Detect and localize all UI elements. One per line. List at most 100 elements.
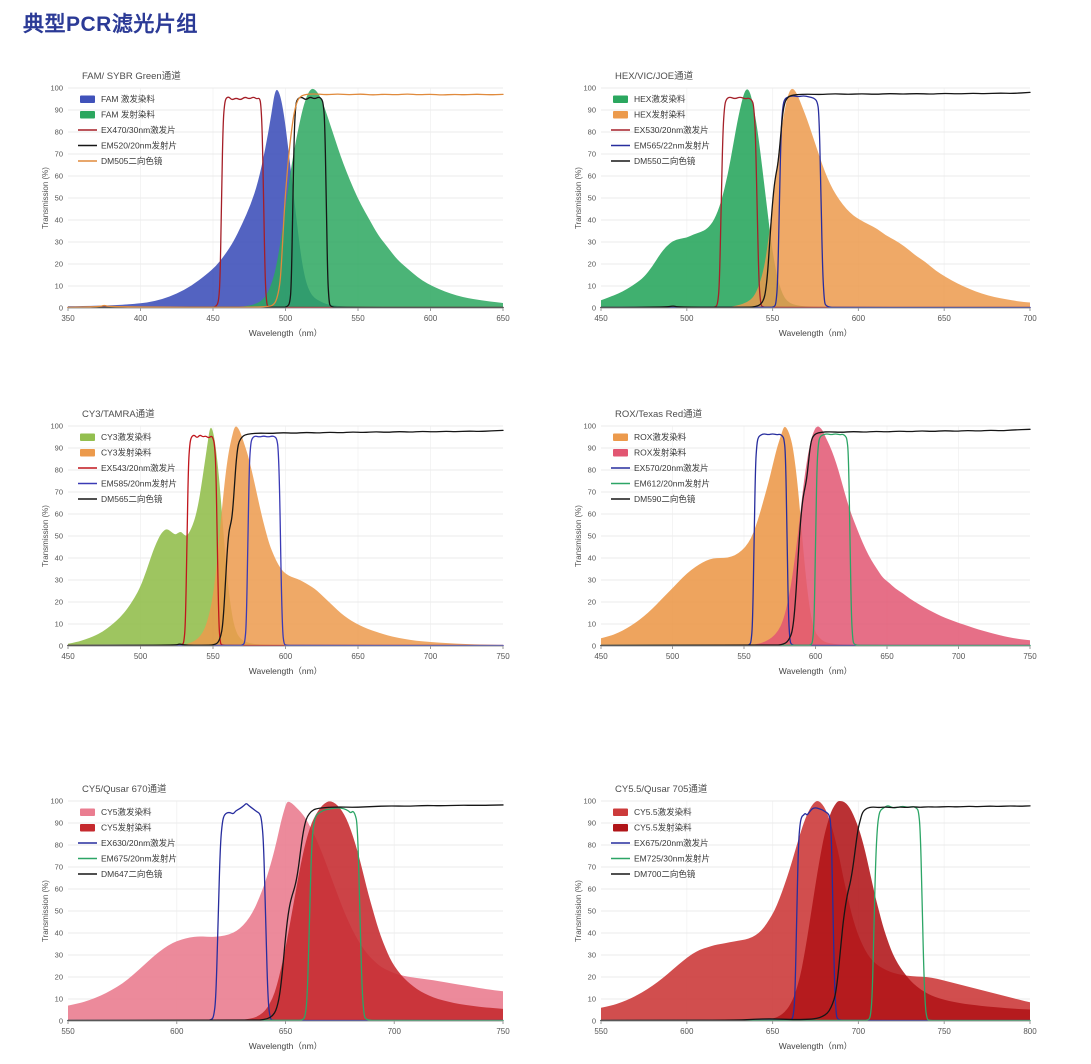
x-tick-label: 750 — [496, 1027, 510, 1036]
x-tick-label: 600 — [424, 314, 438, 323]
legend-label: DM550二向色镜 — [634, 156, 696, 166]
legend-label: DM505二向色镜 — [101, 156, 163, 166]
legend-swatch — [80, 808, 95, 816]
x-tick-label: 500 — [666, 652, 680, 661]
y-tick-label: 70 — [588, 488, 596, 497]
y-tick-label: 50 — [588, 194, 596, 203]
x-tick-label: 650 — [279, 1027, 293, 1036]
chart-canvas: 450 500 550 600 650 700 750 Wavelength（nm） 0 10 20… — [41, 408, 510, 676]
y-tick-label: 60 — [55, 885, 63, 894]
y-tick-label: 80 — [55, 466, 63, 475]
series-area-0 — [601, 426, 1030, 646]
chart-canvas: 350 400 450 500 550 600 650 Wavelength（nm） 0 10 20… — [41, 70, 510, 338]
series-line-3 — [67, 807, 504, 1022]
legend: CY3激发染料 CY3发射染料 EX543/20nm激发片 EM585/20nm发射片… — [78, 432, 177, 504]
y-tick-label: 20 — [588, 973, 596, 982]
legend-label: EX570/20nm激发片 — [634, 463, 709, 473]
y-tick-label: 70 — [55, 150, 63, 159]
chart-title: CY5.5/Qusar 705通道 — [615, 783, 708, 795]
y-axis: 0 10 20 30 40 50 60 70 80 90 100 Transmission (%) — [574, 84, 596, 313]
x-axis: 450 500 550 600 650 700 750 Wavelength（nm） — [61, 645, 510, 676]
legend-item-1: HEX发射染料 — [613, 110, 686, 120]
series-area-1 — [184, 426, 503, 646]
legend-item-0: CY3激发染料 — [80, 432, 152, 442]
y-tick-label: 100 — [50, 797, 63, 806]
x-tick-label: 500 — [134, 652, 148, 661]
x-tick-label: 450 — [61, 652, 75, 661]
legend-item-4: DM700二向色镜 — [611, 869, 696, 879]
y-tick-label: 80 — [588, 128, 596, 137]
legend-label: ROX发射染料 — [634, 448, 687, 458]
x-axis: 350 400 450 500 550 600 650 Wavelength（nm） — [61, 307, 510, 338]
y-tick-label: 0 — [59, 304, 63, 313]
y-tick-label: 90 — [588, 444, 596, 453]
legend-item-2: EX470/30nm激发片 — [78, 125, 176, 135]
x-tick-label: 450 — [594, 652, 608, 661]
series-area-1 — [764, 801, 1030, 1021]
legend-item-4: DM550二向色镜 — [611, 156, 696, 166]
y-tick-label: 80 — [588, 841, 596, 850]
series-line-4 — [600, 428, 1031, 647]
legend-item-1: CY5发射染料 — [80, 823, 152, 833]
legend-item-0: CY5.5激发染料 — [613, 807, 692, 817]
x-axis-title: Wavelength（nm） — [779, 1041, 852, 1051]
legend-item-1: FAM 发射染料 — [80, 110, 155, 120]
series-line-3 — [67, 96, 504, 309]
x-tick-label: 550 — [351, 314, 365, 323]
y-axis: 0 10 20 30 40 50 60 70 80 90 100 Transmission (%) — [574, 797, 596, 1026]
y-tick-label: 90 — [55, 819, 63, 828]
legend-item-3: EM612/20nm发射片 — [611, 479, 710, 489]
series-line-4 — [600, 805, 1031, 1022]
legend-label: EM585/20nm发射片 — [101, 479, 177, 489]
x-tick-label: 650 — [496, 314, 510, 323]
legend-label: CY5发射染料 — [101, 823, 152, 833]
y-tick-label: 90 — [55, 444, 63, 453]
legend-swatch — [613, 824, 628, 832]
x-tick-label: 800 — [1023, 1027, 1037, 1036]
y-tick-label: 0 — [592, 1017, 596, 1026]
legend-label: FAM 发射染料 — [101, 110, 155, 120]
legend: CY5激发染料 CY5发射染料 EX630/20nm激发片 EM675/20nm发射片… — [78, 807, 177, 879]
x-tick-label: 550 — [206, 652, 220, 661]
legend-item-4: DM505二向色镜 — [78, 156, 163, 166]
x-axis-title: Wavelength（nm） — [249, 328, 322, 338]
y-tick-label: 90 — [55, 106, 63, 115]
x-tick-label: 500 — [279, 314, 293, 323]
x-tick-label: 700 — [1023, 314, 1037, 323]
y-axis-title: Transmission (%) — [574, 880, 583, 942]
y-tick-label: 50 — [588, 907, 596, 916]
legend-label: EM565/22nm发射片 — [634, 141, 710, 151]
x-tick-label: 650 — [351, 652, 365, 661]
legend-item-3: EM585/20nm发射片 — [78, 479, 177, 489]
series-line-4 — [67, 804, 504, 1022]
legend-label: EM612/20nm发射片 — [634, 479, 710, 489]
legend-label: CY3激发染料 — [101, 432, 152, 442]
legend-swatch — [80, 433, 95, 441]
legend-item-2: EX530/20nm激发片 — [611, 125, 709, 135]
legend-item-3: EM565/22nm发射片 — [611, 141, 710, 151]
x-axis-title: Wavelength（nm） — [249, 666, 322, 676]
y-tick-label: 40 — [55, 554, 63, 563]
y-tick-label: 70 — [588, 150, 596, 159]
x-tick-label: 550 — [766, 314, 780, 323]
y-tick-label: 50 — [588, 532, 596, 541]
legend-swatch — [613, 433, 628, 441]
legend-item-4: DM647二向色镜 — [78, 869, 163, 879]
x-tick-label: 650 — [880, 652, 894, 661]
y-tick-label: 20 — [55, 260, 63, 269]
y-axis: 0 10 20 30 40 50 60 70 80 90 100 Transmission (%) — [41, 797, 63, 1026]
chart-canvas: 550 600 650 700 750 800 Wavelength（nm） 0 10 20 30 4… — [574, 783, 1037, 1051]
legend-swatch — [613, 808, 628, 816]
series-line-4 — [600, 91, 1031, 309]
legend-item-0: HEX激发染料 — [613, 94, 686, 104]
x-tick-label: 400 — [134, 314, 148, 323]
legend-item-2: EX675/20nm激发片 — [611, 838, 709, 848]
y-tick-label: 30 — [55, 951, 63, 960]
x-tick-label: 750 — [938, 1027, 952, 1036]
y-tick-label: 70 — [55, 863, 63, 872]
legend-label: DM700二向色镜 — [634, 869, 696, 879]
series-line-3 — [67, 435, 504, 647]
chart-title: FAM/ SYBR Green通道 — [82, 70, 181, 82]
chart-cy3-tamra: 450 500 550 600 650 700 750 Wavelength（nm） 0 10 20… — [40, 396, 522, 688]
legend-label: CY5激发染料 — [101, 807, 152, 817]
